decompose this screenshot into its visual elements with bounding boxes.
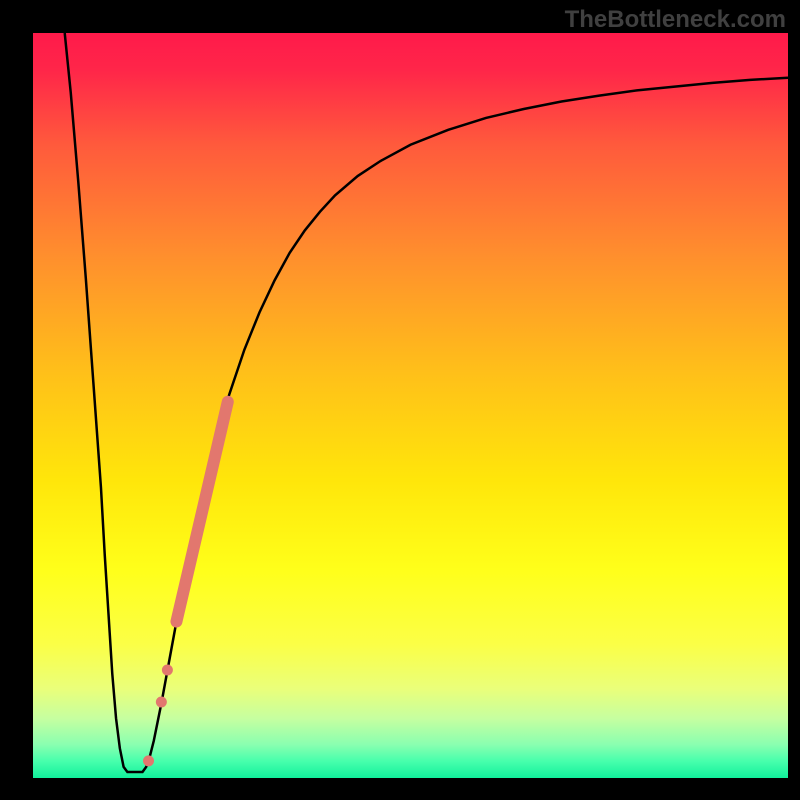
- highlight-dot: [162, 664, 173, 675]
- highlight-series: [143, 402, 228, 767]
- chart-plot-area: [33, 33, 788, 778]
- bottleneck-curve: [65, 33, 788, 772]
- highlight-segment: [176, 402, 227, 622]
- highlight-dot: [143, 755, 154, 766]
- watermark-text: TheBottleneck.com: [565, 6, 786, 34]
- highlight-dot: [156, 697, 167, 708]
- chart-svg: [33, 33, 788, 778]
